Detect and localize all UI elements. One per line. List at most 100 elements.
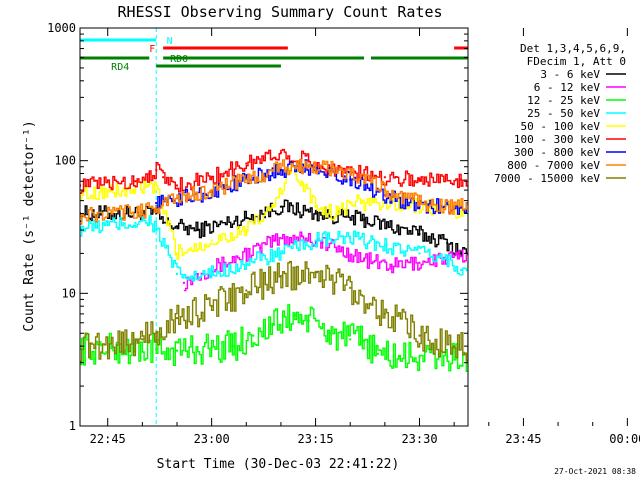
series-1-point-13 xyxy=(474,252,476,254)
series-4-point-16 xyxy=(460,209,463,212)
series-line-3 xyxy=(80,215,468,282)
series-7-point-7 xyxy=(314,164,317,167)
series-3-point-14 xyxy=(460,268,463,271)
series-line-2 xyxy=(80,304,468,372)
series-2-point-2 xyxy=(176,349,178,352)
series-1-point-1 xyxy=(196,272,199,275)
series-5-point-13 xyxy=(418,178,421,181)
series-7-point-8 xyxy=(349,172,352,175)
series-2-point-23 xyxy=(626,375,628,377)
series-6-point-5 xyxy=(349,178,352,181)
series-2-point-9 xyxy=(328,332,331,335)
series-0-point-16 xyxy=(599,215,601,217)
series-2-point-12 xyxy=(376,352,379,355)
series-7-point-4 xyxy=(210,189,213,192)
series-4-point-27 xyxy=(613,180,615,182)
series-1-point-20 xyxy=(619,258,621,260)
series-1-point-14 xyxy=(502,250,504,252)
series-5-point-1 xyxy=(134,180,137,183)
series-line-1 xyxy=(183,231,468,292)
series-7-point-9 xyxy=(383,189,386,192)
series-0-point-15 xyxy=(585,210,587,212)
series-7-point-1 xyxy=(141,209,144,212)
series-4-point-5 xyxy=(189,246,192,249)
series-2-point-11 xyxy=(363,339,366,342)
series-1-point-4 xyxy=(273,239,275,242)
legend-label-7: 800 - 7000 keV xyxy=(507,159,600,172)
legend-label-5: 100 - 300 keV xyxy=(514,133,600,146)
series-3-point-28 xyxy=(626,273,628,275)
series-2-point-20 xyxy=(585,327,587,329)
series-7-point-16 xyxy=(613,166,615,168)
series-6-point-7 xyxy=(418,205,421,208)
x-tick-label-3: 23:30 xyxy=(401,432,437,446)
series-2-point-17 xyxy=(509,358,511,360)
series-3-point-5 xyxy=(189,277,192,280)
series-0-point-12 xyxy=(502,244,504,246)
series-1-point-12 xyxy=(460,255,463,258)
series-8-point-15 xyxy=(592,269,594,271)
series-8-point-12 xyxy=(488,345,490,347)
flag-label-1: F xyxy=(149,44,155,55)
series-7-point-10 xyxy=(418,201,421,204)
legend-label-1: 6 - 12 keV xyxy=(534,81,601,94)
series-8-point-6 xyxy=(279,275,282,278)
series-2-point-7 xyxy=(293,314,296,317)
series-8-point-10 xyxy=(418,334,421,337)
series-1-point-0 xyxy=(182,281,185,284)
series-line-7 xyxy=(80,158,468,225)
series-5-point-9 xyxy=(307,159,310,162)
series-3-point-10 xyxy=(349,237,352,240)
series-2-point-13 xyxy=(397,356,400,359)
series-8-point-17 xyxy=(626,273,628,275)
x-tick-label-5: 00:00 xyxy=(609,432,640,446)
series-4-point-17 xyxy=(488,229,490,231)
series-1-point-18 xyxy=(592,229,594,231)
series-0-point-17 xyxy=(613,229,615,231)
series-7-point-6 xyxy=(279,167,282,170)
series-1-point-6 xyxy=(321,241,324,244)
series-0-point-1 xyxy=(155,212,158,215)
series-1-point-5 xyxy=(300,235,303,238)
series-5-point-2 xyxy=(148,172,151,175)
series-1-point-9 xyxy=(418,261,421,264)
series-2-point-3 xyxy=(210,346,213,349)
series-4-point-7 xyxy=(245,229,248,232)
x-axis-label: Start Time (30-Dec-03 22:41:22) xyxy=(157,457,400,472)
y-tick-label-2: 100 xyxy=(54,154,76,168)
y-tick-label-1: 10 xyxy=(62,286,76,300)
series-6-point-9 xyxy=(488,210,490,212)
series-3-point-25 xyxy=(606,166,608,168)
series-5-point-10 xyxy=(321,165,324,168)
series-7-point-2 xyxy=(155,205,158,208)
y-tick-label-3: 1000 xyxy=(47,21,76,35)
plot-frame xyxy=(79,27,469,427)
series-0-point-14 xyxy=(557,212,559,214)
series-3-point-17 xyxy=(529,252,531,254)
series-3-point-2 xyxy=(148,218,151,221)
series-1-point-16 xyxy=(557,233,559,235)
legend-label-2: 12 - 25 keV xyxy=(527,94,600,107)
series-2-point-18 xyxy=(522,353,524,355)
series-5-point-26 xyxy=(613,160,615,162)
series-8-point-11 xyxy=(453,345,456,348)
series-line-5 xyxy=(80,148,468,194)
series-3-point-11 xyxy=(383,244,386,247)
series-8-point-2 xyxy=(155,332,158,335)
series-6-point-11 xyxy=(557,189,559,191)
legend-label-4: 50 - 100 keV xyxy=(521,120,601,133)
legend-label-3: 25 - 50 keV xyxy=(527,107,600,120)
x-tick-label-1: 23:00 xyxy=(194,432,230,446)
series-4-point-2 xyxy=(148,184,151,187)
series-0-point-9 xyxy=(418,233,421,236)
series-4-point-3 xyxy=(155,189,158,192)
series-3-point-6 xyxy=(210,272,213,275)
series-2-point-6 xyxy=(273,323,275,326)
legend-header-0: Det 1,3,4,5,6,9, xyxy=(520,42,626,55)
series-0-point-10 xyxy=(446,241,449,244)
series-0-point-4 xyxy=(196,229,199,232)
series-8-point-8 xyxy=(349,286,352,289)
series-2-point-16 xyxy=(474,358,476,360)
series-2-point-5 xyxy=(252,334,255,337)
series-3-point-18 xyxy=(543,240,545,242)
